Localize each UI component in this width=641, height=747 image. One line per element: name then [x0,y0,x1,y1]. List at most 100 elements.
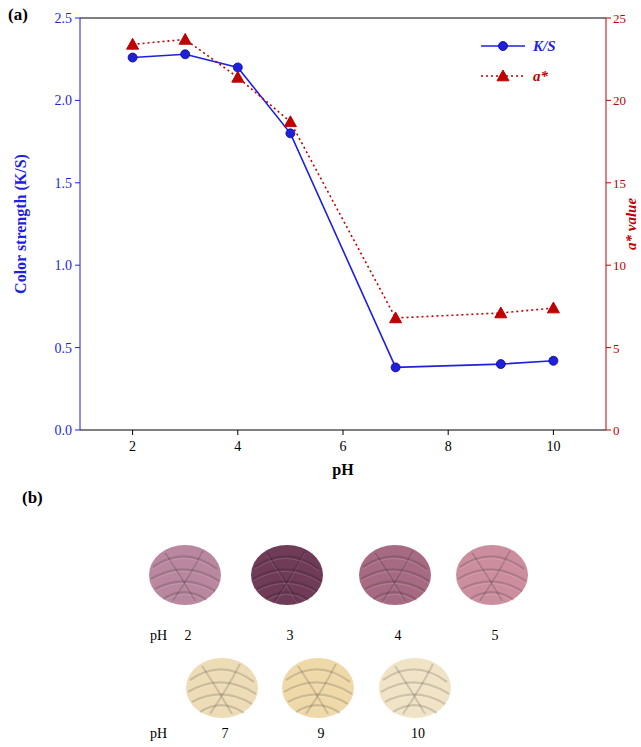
x-axis-title: pH [332,461,354,479]
yarn-strand [267,553,297,601]
yarn-strand [480,551,510,601]
yarn-highlight [298,668,328,716]
y-tick [75,265,80,266]
sample-ph: 2 [185,628,192,643]
plot-area [127,33,560,371]
sample-ph: 7 [222,726,229,741]
yarn-strand [163,592,207,600]
yarn-strand [383,551,413,601]
x-tick-label: 6 [340,439,347,454]
y2-tick [606,182,611,183]
x-tick-label: 2 [129,439,136,454]
y-axis-title: Color strength (K/S) [12,154,30,294]
legend-label: a* [533,68,549,84]
yarn-body [251,545,323,605]
yarn-strand [165,553,195,601]
yarn-highlight [306,666,336,716]
yarn-body [186,658,258,718]
y2-tick [606,18,611,19]
data-point [495,307,507,318]
data-point [127,38,139,49]
figure: (a)246810pH0.00.51.01.52.02.5Color stren… [0,0,641,747]
x-tick [343,430,344,435]
yarn-strand [298,666,328,714]
yarn-highlight [210,666,240,716]
data-point [390,312,402,323]
yarn-highlight [267,555,297,603]
x-tick [237,430,238,435]
x-tick-label: 4 [234,439,241,454]
yarn-strand [296,705,340,713]
y2-tick-label: 10 [613,258,626,273]
yarn-strand [306,664,336,714]
y2-axis-line [606,18,607,430]
sample-ph: 10 [411,726,425,741]
yarn-strand [373,592,417,600]
yarn-highlight [202,668,232,716]
yarn-body [456,545,528,605]
yarn-strand [393,705,437,713]
yarn-highlight [163,594,207,602]
y-tick [75,347,80,348]
yarn-highlight [470,594,514,602]
y-tick-label: 2.0 [55,93,73,108]
series-line [133,39,554,318]
yarn-strand [470,592,514,600]
y2-tick [606,347,611,348]
sample-ph: 9 [318,726,325,741]
series-line [133,54,554,367]
yarn-highlight [373,594,417,602]
sample-ph: 4 [395,628,402,643]
legend-marker [497,70,509,81]
row-label: pH [150,726,167,741]
y2-tick-label: 5 [613,341,620,356]
data-point [391,363,400,372]
y-tick [75,100,80,101]
data-point [232,71,244,82]
y-axis-line [80,18,81,430]
yarn-highlight [395,668,425,716]
y-tick [75,182,80,183]
yarn-highlight [375,555,405,603]
yarn-sample [251,545,323,605]
data-point [547,302,559,313]
data-point [284,116,296,127]
yarn-highlight [393,707,437,715]
panel-label: (b) [22,488,43,507]
yarn-highlight [480,553,510,603]
x-tick [553,430,554,435]
y2-tick [606,100,611,101]
yarn-highlight [200,707,244,715]
y2-tick-label: 20 [613,93,626,108]
yarn-body [359,545,431,605]
yarn-strand [202,666,232,714]
yarn-strand [210,664,240,714]
y-tick-label: 0.5 [55,341,73,356]
data-point [549,356,558,365]
yarn-highlight [165,555,195,603]
y2-tick-label: 0 [613,423,620,438]
yarn-sample [456,545,528,605]
x-tick [448,430,449,435]
yarn-highlight [403,666,433,716]
data-point [181,50,190,59]
yarn-body [379,658,451,718]
y-tick-label: 2.5 [55,11,73,26]
x-tick-label: 8 [445,439,452,454]
y2-tick [606,430,611,431]
top-frame-line [80,18,606,19]
yarn-strand [265,592,309,600]
yarn-strand [403,664,433,714]
yarn-strand [200,705,244,713]
y-tick-label: 1.0 [55,258,73,273]
data-point [286,129,295,138]
y2-tick [606,265,611,266]
sample-ph: 3 [287,628,294,643]
y2-tick-label: 25 [613,11,626,26]
x-tick [132,430,133,435]
data-point [128,53,137,62]
yarn-strand [395,666,425,714]
yarn-highlight [265,594,309,602]
yarn-strand [472,553,502,601]
yarn-sample [186,658,258,718]
